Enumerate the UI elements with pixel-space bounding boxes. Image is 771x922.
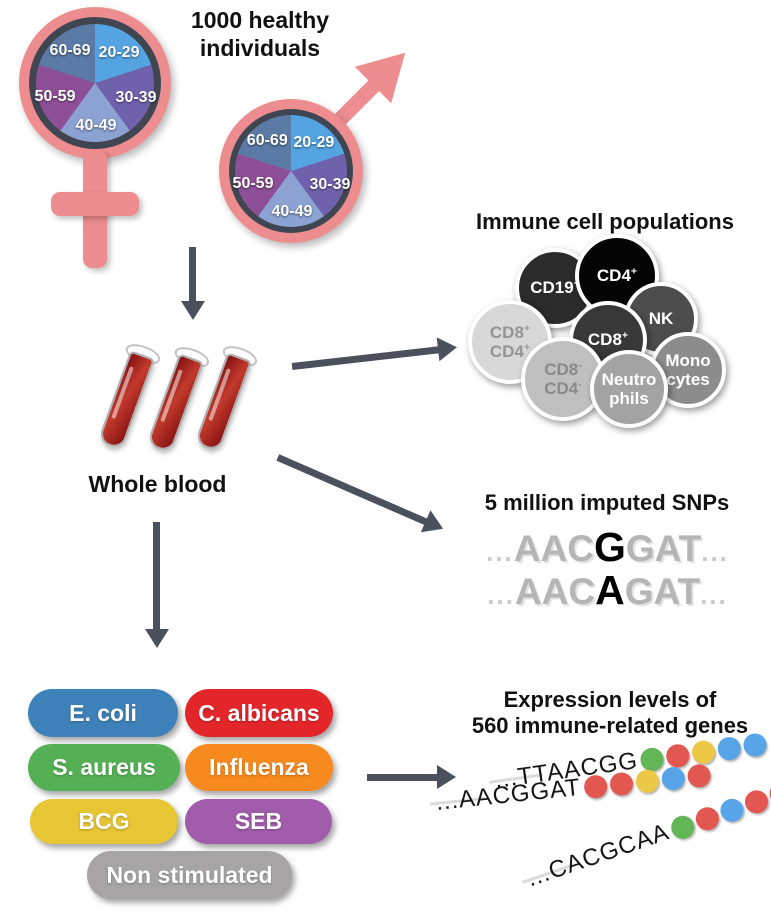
flow-arrow (180, 247, 206, 320)
sequence-ellipsis: ... (700, 580, 728, 610)
arrow-shaft (153, 522, 160, 631)
arrow-shaft (291, 346, 441, 370)
flow-arrow (273, 445, 448, 541)
flow-arrow (291, 334, 459, 379)
age-label-30-39: 30-39 (309, 176, 351, 194)
snp-sequence: ...AACAGAT... (445, 567, 770, 613)
immune-cells-title: Immune cell populations (476, 209, 734, 234)
arrow-head-icon (420, 510, 448, 540)
sequence-bases: AAC (514, 571, 596, 612)
arrow-shaft (367, 774, 439, 781)
age-label-60-69: 60-69 (49, 42, 91, 59)
snp-sequences: ...AACGGAT... ...AACAGAT... (445, 524, 770, 613)
age-label-40-49: 40-49 (75, 117, 117, 134)
stimulus-pill-bcg: BCG (30, 799, 178, 844)
expression-dot-red (608, 770, 634, 797)
arrow-head-icon (436, 335, 459, 362)
age-label-50-59: 50-59 (232, 175, 274, 193)
snps-title: 5 million imputed SNPs (484, 490, 730, 515)
stimulus-pill-c-albicans: C. albicans (185, 689, 333, 737)
cohort-title: 1000 healthy individuals (190, 7, 330, 61)
gene-sequence: ...AACGGAT (434, 773, 583, 816)
arrow-shaft (276, 454, 429, 526)
flow-arrow (367, 764, 456, 790)
expression-dot-blue (716, 735, 743, 762)
expression-title: Expression levels of 560 immune-related … (471, 687, 749, 738)
expression-dot-red (582, 773, 608, 799)
age-label-60-69: 60-69 (246, 131, 288, 149)
arrow-head-icon (145, 629, 169, 648)
immune-cell-neutro-phils: Neutro phils (590, 350, 668, 428)
expression-dot-red (685, 762, 712, 789)
snp-allele: G (593, 524, 626, 570)
sequence-bases: GAT (625, 528, 702, 569)
age-label-20-29: 20-29 (293, 133, 335, 151)
sequence-bases: AAC (513, 528, 594, 569)
age-label-20-29: 20-29 (98, 44, 140, 61)
age-label-50-59: 50-59 (34, 88, 76, 105)
sequence-ellipsis: ... (487, 580, 515, 610)
sequence-ellipsis: ... (701, 537, 729, 567)
expression-dot-red (692, 803, 722, 834)
expression-dot-blue (742, 731, 769, 758)
stimulus-pill-s-aureus: S. aureus (28, 744, 180, 791)
stimulus-pill-e-coli: E. coli (28, 689, 178, 737)
snp-allele: A (595, 567, 625, 613)
gene-sequence: ...CACGCAA (523, 818, 673, 893)
arrow-head-icon (437, 765, 456, 789)
stimulus-pill-non-stimulated: Non stimulated (87, 851, 292, 899)
expression-dot-blue (660, 765, 686, 791)
stimulus-pill-influenza: Influenza (185, 744, 333, 791)
arrow-shaft (189, 247, 196, 303)
stimulus-pill-seb: SEB (185, 799, 332, 844)
sequence-bases: GAT (624, 571, 701, 612)
female-age-pie-chart: 20-29 30-39 40-49 50-59 60-69 (34, 24, 157, 142)
whole-blood-label: Whole blood (88, 471, 227, 497)
age-label-30-39: 30-39 (115, 89, 157, 106)
snp-sequence: ...AACGGAT... (445, 524, 770, 570)
sequence-ellipsis: ... (486, 537, 514, 567)
expression-dot-blue (716, 795, 747, 825)
female-symbol-cross-horizontal (51, 192, 139, 216)
arrow-head-icon (181, 301, 205, 320)
flow-arrow (144, 522, 170, 648)
male-age-pie-chart: 20-29 30-39 40-49 50-59 60-69 (232, 115, 351, 227)
expression-dot-green (667, 812, 697, 842)
expression-dot-red (741, 786, 771, 817)
age-label-40-49: 40-49 (271, 202, 313, 220)
expression-dot-yellow (634, 768, 660, 794)
